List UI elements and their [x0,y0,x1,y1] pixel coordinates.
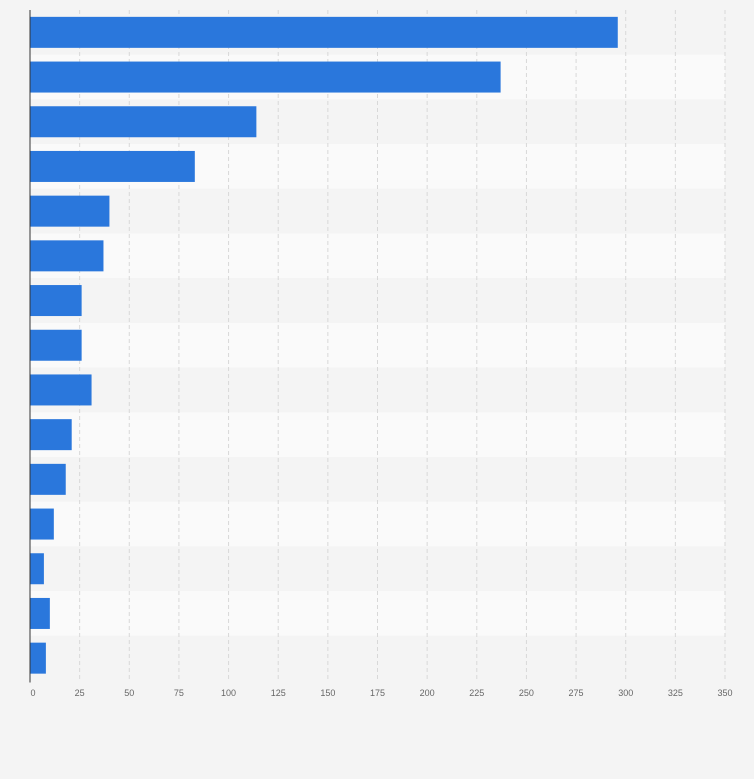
bar-3[interactable] [30,106,257,138]
bar-2[interactable] [30,61,501,93]
bar-6[interactable] [30,240,104,272]
x-tick-label-75: 75 [174,688,184,698]
x-tick-label-100: 100 [221,688,236,698]
row-band-13 [30,546,725,592]
bar-12[interactable] [30,508,54,540]
x-axis-ticks: 0 25 50 75 100 125 150 175 200 225 250 275 300 325 350 [30,688,732,698]
bar-4[interactable] [30,150,195,182]
x-tick-label-350: 350 [717,688,732,698]
x-tick-label-50: 50 [124,688,134,698]
x-tick-label-0: 0 [30,688,35,698]
x-tick-label-200: 200 [420,688,435,698]
x-tick-label-25: 25 [75,688,85,698]
x-tick-label-175: 175 [370,688,385,698]
bar-10[interactable] [30,419,72,451]
x-tick-label-300: 300 [618,688,633,698]
bar-13[interactable] [30,553,44,585]
x-tick-label-275: 275 [569,688,584,698]
x-tick-label-250: 250 [519,688,534,698]
x-tick-label-125: 125 [271,688,286,698]
x-tick-label-150: 150 [320,688,335,698]
bar-11[interactable] [30,463,66,495]
bar-9[interactable] [30,374,92,406]
bar-8[interactable] [30,329,82,361]
bar-5[interactable] [30,195,110,227]
row-band-5 [30,188,725,234]
bar-15[interactable] [30,642,46,674]
bar-1[interactable] [30,16,618,48]
bars [30,16,618,674]
bar-14[interactable] [30,597,50,629]
x-tick-label-325: 325 [668,688,683,698]
bar-7[interactable] [30,285,82,317]
x-tick-label-225: 225 [469,688,484,698]
